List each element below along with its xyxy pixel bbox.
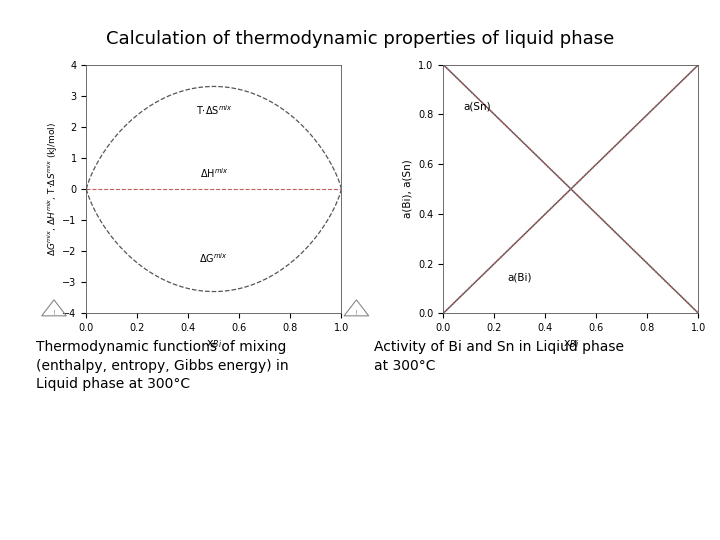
Y-axis label: a(Bi), a(Sn): a(Bi), a(Sn): [402, 160, 413, 218]
Text: Activity of Bi and Sn in Liqiud phase
at 300°C: Activity of Bi and Sn in Liqiud phase at…: [374, 340, 624, 373]
Y-axis label: $\Delta G^{mix}$, $\Delta H^{mix}$, T$\cdot\Delta S^{mix}$ (kJ/mol): $\Delta G^{mix}$, $\Delta H^{mix}$, T$\c…: [45, 122, 60, 256]
Text: Thermodynamic functions of mixing
(enthalpy, entropy, Gibbs energy) in
Liquid ph: Thermodynamic functions of mixing (entha…: [36, 340, 289, 391]
X-axis label: x$_{Bi}$: x$_{Bi}$: [563, 339, 579, 350]
Text: Calculation of thermodynamic properties of liquid phase: Calculation of thermodynamic properties …: [106, 30, 614, 48]
X-axis label: x$_{Bi}$: x$_{Bi}$: [206, 339, 222, 350]
Text: !: !: [53, 310, 55, 316]
Text: a(Bi): a(Bi): [507, 273, 531, 283]
Text: $\Delta$H$^{mix}$: $\Delta$H$^{mix}$: [199, 166, 228, 180]
Text: $\Delta$G$^{mix}$: $\Delta$G$^{mix}$: [199, 251, 228, 265]
Text: !: !: [355, 310, 358, 316]
Text: T$\cdot\Delta$S$^{mix}$: T$\cdot\Delta$S$^{mix}$: [196, 103, 233, 117]
Text: a(Sn): a(Sn): [464, 102, 492, 112]
